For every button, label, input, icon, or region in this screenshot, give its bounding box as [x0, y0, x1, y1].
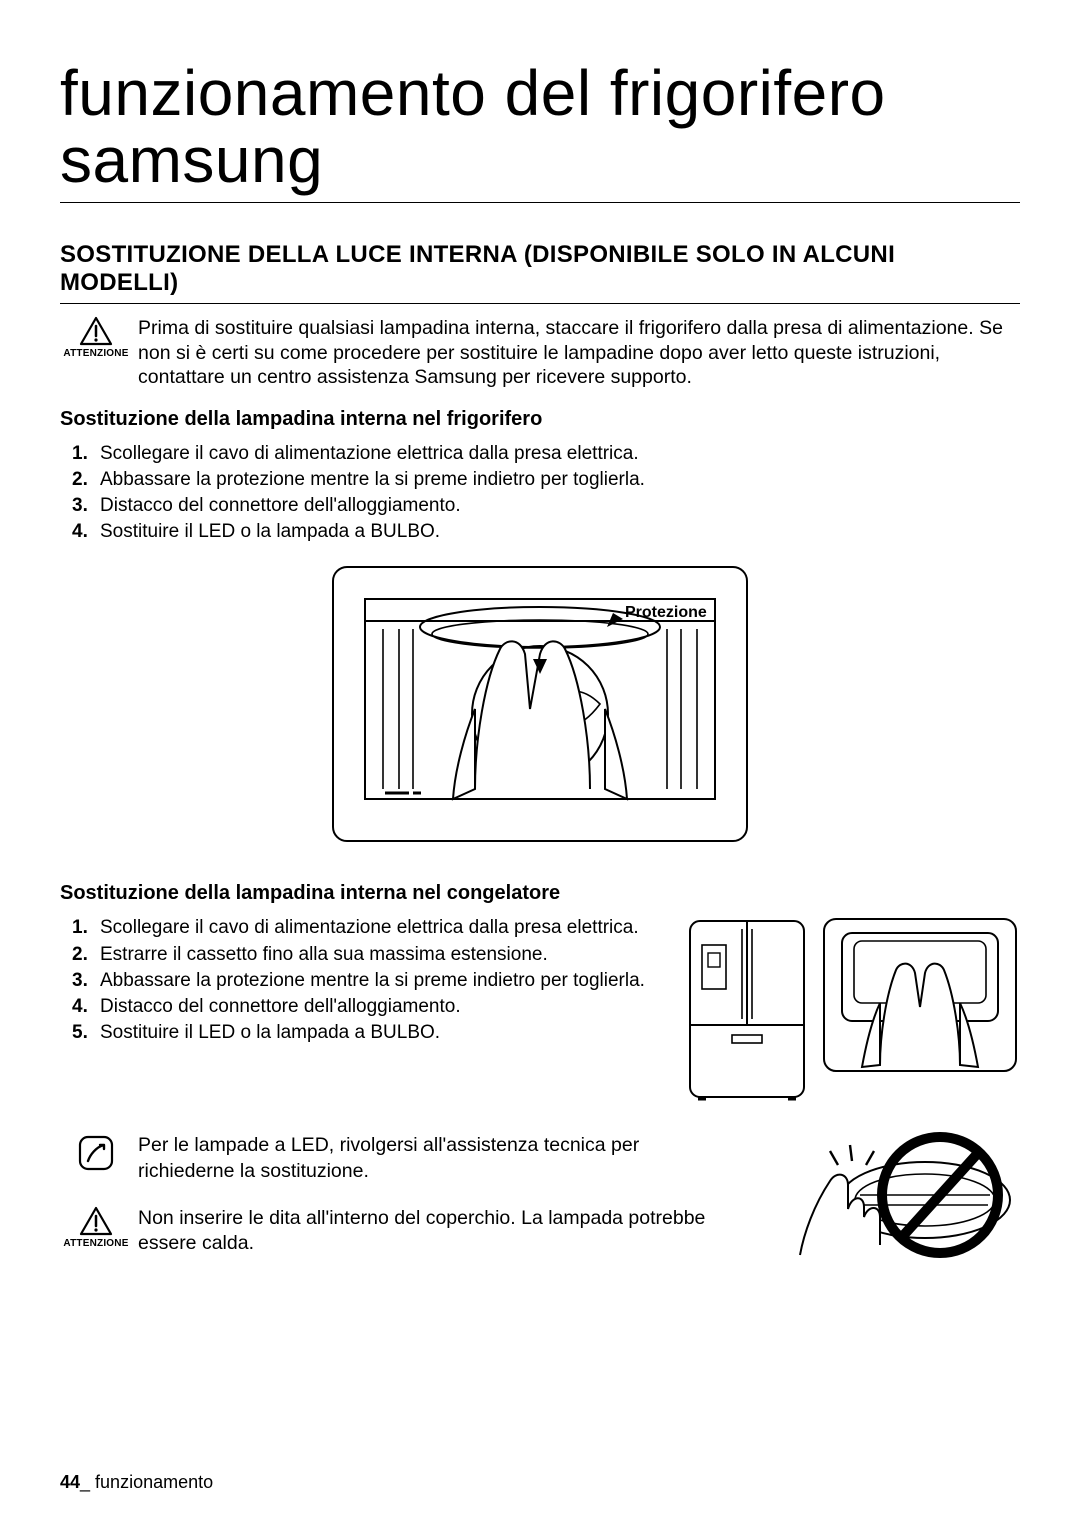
list-item: 1.Scollegare il cavo di alimentazione el… [100, 441, 1020, 467]
page-footer: 44_ funzionamento [60, 1472, 213, 1493]
prohibit-figure [790, 1125, 1020, 1270]
congelatore-steps: 1.Scollegare il cavo di alimentazione el… [60, 915, 664, 1046]
list-item: 5.Sostituire il LED o la lampada a BULBO… [100, 1020, 664, 1046]
frigo-callout-label: Protezione [625, 604, 707, 622]
frigo-illustration [325, 559, 755, 849]
list-item: 3.Abbassare la protezione mentre la si p… [100, 968, 664, 994]
list-item: 1.Scollegare il cavo di alimentazione el… [100, 915, 664, 941]
note-icon [76, 1133, 116, 1173]
freezer-light-illustration [820, 915, 1020, 1075]
attention-icon-col: ATTENZIONE [60, 316, 132, 359]
footer-label: funzionamento [95, 1472, 213, 1492]
step-text: Scollegare il cavo di alimentazione elet… [100, 917, 639, 938]
warning-triangle-icon [79, 1206, 113, 1236]
list-item: 4.Distacco del connettore dell'alloggiam… [100, 994, 664, 1020]
step-text: Abbassare la protezione mentre la si pre… [100, 469, 645, 490]
footer-sep: _ [80, 1472, 95, 1492]
warning2-icon-col: ATTENZIONE [60, 1206, 132, 1249]
list-item: 2.Estrarre il cassetto fino alla sua mas… [100, 942, 664, 968]
page-number: 44 [60, 1472, 80, 1492]
congelatore-figures [682, 915, 1020, 1105]
warning2-text: Non inserire le dita all'interno del cop… [138, 1206, 708, 1257]
step-text: Estrarre il cassetto fino alla sua massi… [100, 944, 548, 965]
fridge-outline-icon [682, 915, 812, 1105]
step-text: Distacco del connettore dell'alloggiamen… [100, 996, 461, 1017]
note-text: Per le lampade a LED, rivolgersi all'ass… [138, 1133, 708, 1184]
step-text: Sostituire il LED o la lampada a BULBO. [100, 1022, 440, 1043]
note-icon-col [60, 1133, 132, 1178]
list-item: 3.Distacco del connettore dell'alloggiam… [100, 493, 1020, 519]
frigo-figure: Protezione [60, 559, 1020, 854]
step-text: Distacco del connettore dell'alloggiamen… [100, 495, 461, 516]
congelatore-subheading: Sostituzione della lampadina interna nel… [60, 882, 1020, 905]
warning2-label: ATTENZIONE [60, 1238, 132, 1249]
attention-text: Prima di sostituire qualsiasi lampadina … [138, 316, 1020, 389]
list-item: 2.Abbassare la protezione mentre la si p… [100, 467, 1020, 493]
step-text: Scollegare il cavo di alimentazione elet… [100, 443, 639, 464]
frigo-subheading: Sostituzione della lampadina interna nel… [60, 408, 1020, 431]
list-item: 4.Sostituire il LED o la lampada a BULBO… [100, 519, 1020, 545]
warning-triangle-icon [79, 316, 113, 346]
page-title: funzionamento del frigorifero samsung [60, 60, 1020, 203]
frigo-steps: 1.Scollegare il cavo di alimentazione el… [60, 441, 1020, 546]
step-text: Abbassare la protezione mentre la si pre… [100, 970, 645, 991]
step-text: Sostituire il LED o la lampada a BULBO. [100, 521, 440, 542]
prohibit-illustration [790, 1125, 1020, 1265]
section-heading: SOSTITUZIONE DELLA LUCE INTERNA (DISPONI… [60, 241, 1020, 304]
attention-block: ATTENZIONE Prima di sostituire qualsiasi… [60, 316, 1020, 389]
attention-label: ATTENZIONE [60, 348, 132, 359]
